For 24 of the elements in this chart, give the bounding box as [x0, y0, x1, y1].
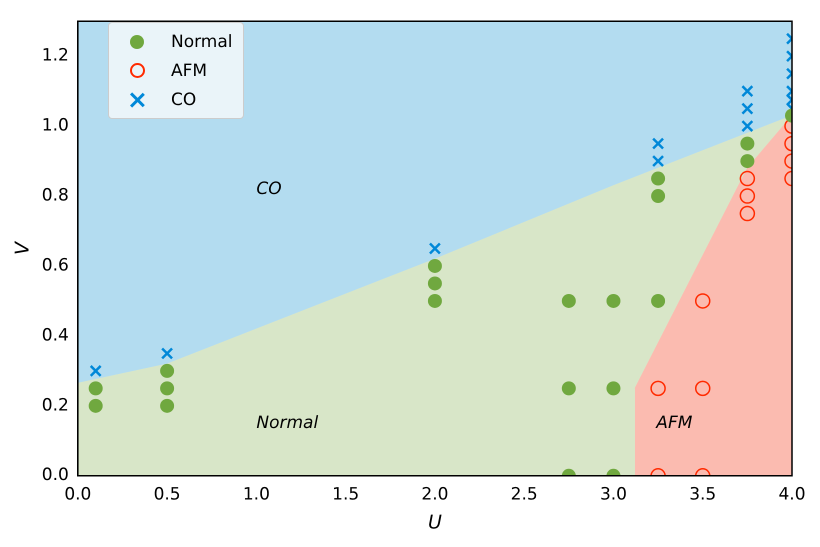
x-tick-label: 0.5 [154, 484, 181, 504]
x-axis-title: U [428, 512, 442, 534]
y-tick-label: 1.2 [42, 46, 69, 66]
annotation: CO [256, 178, 282, 199]
annotation: Normal [256, 412, 318, 433]
y-tick-label: 0.8 [42, 185, 69, 206]
legend-label: CO [171, 90, 196, 110]
x-tick-label: 1.0 [242, 484, 270, 504]
x-tick-label: 4.0 [778, 484, 806, 504]
x-tick-label: 3.0 [600, 484, 627, 504]
x-tick-label: 0.0 [64, 484, 92, 504]
y-tick-label: 0.4 [42, 325, 69, 346]
x-tick-label: 2.5 [510, 484, 538, 504]
x-tick-label: 3.5 [689, 484, 716, 504]
x-tick-label: 2.0 [421, 484, 448, 504]
x-tick-label: 1.5 [332, 484, 360, 504]
y-axis-title: V [11, 240, 34, 255]
legend-label: AFM [171, 60, 208, 80]
legend-label: Normal [171, 32, 233, 52]
annotation: AFM [655, 412, 693, 433]
y-tick-label: 0.0 [42, 465, 69, 486]
y-tick-label: 0.2 [42, 395, 69, 416]
y-tick-label: 1.0 [42, 116, 69, 136]
y-tick-label: 0.6 [42, 255, 69, 276]
